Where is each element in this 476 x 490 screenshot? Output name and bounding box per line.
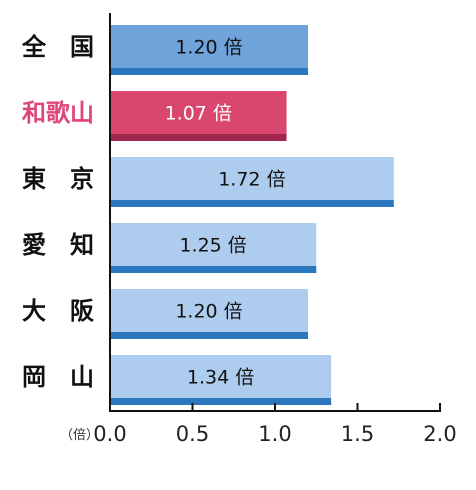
bar-base-stripe-4 xyxy=(110,332,308,339)
bar-5 xyxy=(110,355,332,405)
bar-value-label-3: 1.25 倍 xyxy=(179,235,246,257)
x-axis-ticks: 0.0 0.5 1.0 1.5 2.0 xyxy=(93,403,457,446)
category-label-3: 愛 知 xyxy=(22,231,94,259)
category-label-1: 和歌山 xyxy=(22,99,94,127)
bar-1 xyxy=(110,91,287,141)
category-label-0: 全 国 xyxy=(21,33,94,61)
bar-2 xyxy=(110,157,394,207)
bar-value-label-0: 1.20 倍 xyxy=(175,37,242,59)
x-tick-label-0: 0.0 xyxy=(93,422,126,446)
bars-group: 1.20 倍 1.07 倍 1.72 倍 1.25 倍 1.20 倍 1.34 倍 xyxy=(110,25,394,405)
x-tick-label-2: 1.0 xyxy=(258,422,291,446)
bar-base-stripe-5 xyxy=(110,398,332,405)
bar-4 xyxy=(110,289,308,339)
category-label-4: 大 阪 xyxy=(22,297,94,325)
x-tick-label-3: 1.5 xyxy=(341,422,374,446)
x-tick-label-1: 0.5 xyxy=(176,422,209,446)
bar-value-label-4: 1.20 倍 xyxy=(175,301,242,323)
bar-3 xyxy=(110,223,317,273)
bar-value-label-5: 1.34 倍 xyxy=(187,367,254,389)
x-tick-label-4: 2.0 xyxy=(423,422,456,446)
category-label-2: 東 京 xyxy=(22,165,94,193)
category-label-5: 岡 山 xyxy=(22,363,94,391)
bar-base-stripe-3 xyxy=(110,266,317,273)
bar-base-stripe-1 xyxy=(110,134,287,141)
bar-value-label-1: 1.07 倍 xyxy=(165,103,232,125)
x-axis-unit-label: （倍） xyxy=(60,428,99,443)
bar-base-stripe-0 xyxy=(110,68,308,75)
bar-base-stripe-2 xyxy=(110,200,394,207)
bar-0 xyxy=(110,25,308,75)
bar-value-label-2: 1.72 倍 xyxy=(218,169,285,191)
